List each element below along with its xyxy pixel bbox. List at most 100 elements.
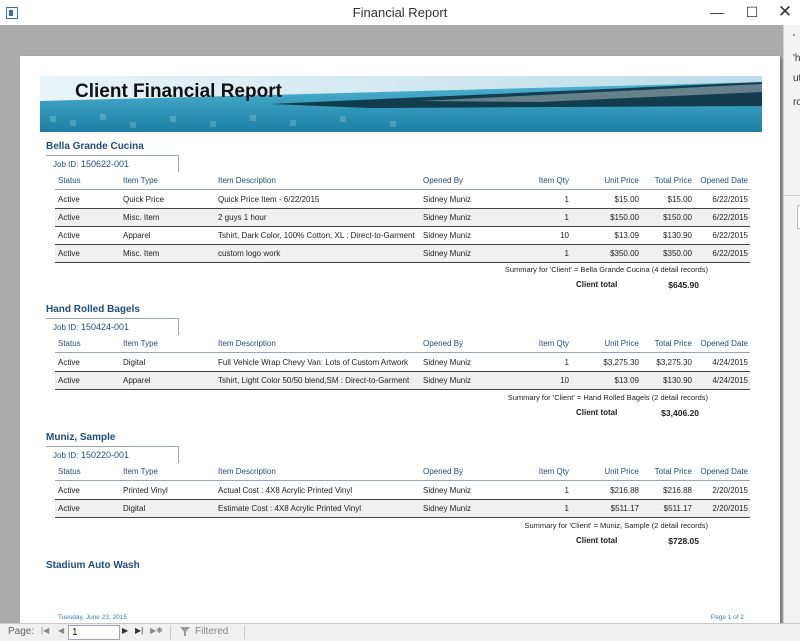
cell-status: Active [58,504,80,513]
column-header-row: Status Item Type Item Description Opened… [55,464,750,481]
col-by-header: Opened By [423,339,464,348]
next-page-button[interactable]: ▶ [122,626,129,635]
col-by-header: Opened By [423,467,464,476]
cell-date: 6/22/2015 [712,231,748,240]
col-qty-header: Item Qty [538,339,569,348]
window-title: Financial Report [352,5,448,20]
footer-date: Tuesday, June 23, 2015 [58,614,128,621]
cell-unit: $511.17 [610,504,639,513]
cell-qty: 1 [564,249,569,258]
side-panel-text: ut [793,73,800,84]
report-title: Client Financial Report [75,81,282,102]
side-panel-divider [784,195,800,196]
cell-unit: $3,275.30 [603,358,639,367]
client-total-label: Client total [576,280,618,289]
close-button[interactable]: ✕ [777,2,793,21]
title-bar: Financial Report — ☐ ✕ [0,0,800,25]
job-id-box: Job ID: 150622-001 [46,155,179,172]
cell-unit: $350.00 [610,249,639,258]
maximize-button[interactable]: ☐ [745,4,759,20]
filter-status[interactable]: Filtered [195,626,229,637]
side-panel-control[interactable] [797,205,800,229]
col-total-header: Total Price [654,467,692,476]
col-desc-header: Item Description [218,339,276,348]
job-id-box: Job ID: 150424-001 [46,318,179,335]
side-panel-text: ro [793,97,800,108]
client-total-value: $3,406.20 [661,408,699,418]
cell-total: $130.90 [663,376,692,385]
side-panel-text: 'h [793,53,800,64]
cell-status: Active [58,486,80,495]
status-bar: Page: |◀ ◀ ▶ ▶| ▶✱ Filtered [0,623,800,641]
filter-icon[interactable] [180,627,190,633]
col-desc-header: Item Description [218,467,276,476]
column-header-row: Status Item Type Item Description Opened… [55,336,750,353]
status-divider [244,626,245,639]
cell-date: 4/24/2015 [712,376,748,385]
col-unit-header: Unit Price [604,467,639,476]
cell-desc: Tshirt, Dark Color, 100% Cotton, XL : Di… [218,231,415,240]
col-unit-header: Unit Price [604,176,639,185]
cell-unit: $15.00 [614,195,639,204]
col-type-header: Item Type [123,176,158,185]
col-date-header: Opened Date [700,339,748,348]
cell-status: Active [58,195,80,204]
cell-status: Active [58,376,80,385]
cell-date: 6/22/2015 [712,249,748,258]
cell-status: Active [58,358,80,367]
col-status-header: Status [58,467,81,476]
page-label: Page: [8,626,35,637]
cell-status: Active [58,249,80,258]
cell-desc: Tshirt, Light Color 50/50 blend,SM : Dir… [218,376,410,385]
last-page-button[interactable]: ▶| [135,626,144,635]
cell-type: Quick Price [123,195,164,204]
minimize-button[interactable]: — [710,4,724,20]
client-name: Muniz, Sample [46,432,116,443]
client-name: Bella Grande Cucina [46,141,144,152]
cell-desc: Full Vehicle Wrap Chevy Van: Lots of Cus… [218,358,409,367]
col-status-header: Status [58,339,81,348]
col-type-header: Item Type [123,339,158,348]
cell-type: Digital [123,504,146,513]
cell-type: Misc. Item [123,213,160,222]
table-row: Active Apparel Tshirt, Dark Color, 100% … [55,227,750,245]
cell-by: Sidney Muniz [423,486,472,495]
cell-status: Active [58,213,80,222]
job-id-value: 150622-001 [81,159,130,169]
cell-qty: 1 [564,504,569,513]
page-number-input[interactable] [68,625,120,640]
cell-qty: 1 [564,213,569,222]
job-id-label: Job ID: [53,451,79,460]
cell-type: Digital [123,358,146,367]
col-by-header: Opened By [423,176,464,185]
cell-date: 6/22/2015 [712,195,748,204]
cell-by: Sidney Muniz [423,504,472,513]
first-page-button[interactable]: |◀ [41,626,50,635]
cell-by: Sidney Muniz [423,195,472,204]
col-total-header: Total Price [654,339,692,348]
cell-unit: $150.00 [610,213,639,222]
previous-page-button[interactable]: ◀ [58,626,65,635]
cell-type: Printed Vinyl [123,486,168,495]
cell-qty: 1 [564,486,569,495]
client-summary: Summary for 'Client' = Hand Rolled Bagel… [507,393,708,402]
cell-by: Sidney Muniz [423,376,472,385]
cell-date: 2/20/2015 [712,504,748,513]
print-preview-area[interactable]: Client Financial Report Bella Grande Cuc… [0,25,783,639]
job-id-value: 150220-001 [81,450,130,460]
filter-icon-stem [184,632,186,636]
col-qty-header: Item Qty [538,467,569,476]
side-panel-text: ' [793,33,795,44]
cell-unit: $216.88 [610,486,639,495]
cell-desc: 2 guys 1 hour [218,213,267,222]
cell-total: $216.88 [663,486,692,495]
cell-date: 2/20/2015 [712,486,748,495]
col-type-header: Item Type [123,467,158,476]
client-total-value: $645.90 [668,280,699,290]
cell-by: Sidney Muniz [423,358,472,367]
app-icon[interactable] [6,7,18,19]
new-record-button[interactable]: ▶✱ [150,626,163,635]
table-row: Active Misc. Item custom logo work Sidne… [55,245,750,263]
cell-desc: Quick Price Item - 6/22/2015 [218,195,320,204]
status-divider [170,626,171,639]
